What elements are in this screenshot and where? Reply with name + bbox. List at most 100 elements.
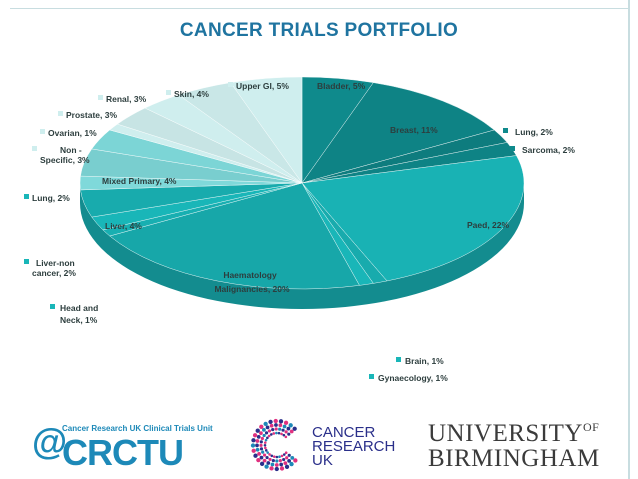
logo-strip: @ Cancer Research UK Clinical Trials Uni… xyxy=(0,408,638,479)
slice-label-haem-2: Malignancies, 20% xyxy=(214,284,290,294)
cruk-dot xyxy=(269,466,274,471)
cruk-dot xyxy=(287,432,291,436)
cruk-dot xyxy=(256,435,261,439)
cruk-dot xyxy=(259,447,264,451)
cruk-dot xyxy=(278,455,281,459)
cruk-dot xyxy=(292,426,297,431)
slice-label-paed: Paed, 22% xyxy=(467,220,509,230)
cruk-dot xyxy=(262,458,267,463)
legend-bullet xyxy=(396,357,401,362)
cruk-dot xyxy=(278,419,284,424)
cruk-dot xyxy=(256,457,261,463)
cruk-dot xyxy=(290,456,295,460)
cruk-dot xyxy=(264,446,267,450)
cruk-dot xyxy=(275,459,279,463)
cruk-dot xyxy=(259,424,264,429)
cruk-dot xyxy=(280,432,283,436)
cruk-dot xyxy=(269,423,274,428)
cruk-dot xyxy=(270,462,275,467)
cruk-dot xyxy=(274,427,278,431)
cruk-dot xyxy=(274,466,279,472)
legend-bullet xyxy=(308,82,313,87)
cruk-dot xyxy=(270,454,274,458)
cruk-dot xyxy=(277,431,281,435)
cruk-dot xyxy=(281,428,285,432)
cruk-dot xyxy=(264,449,268,452)
cruk-dot xyxy=(259,443,263,447)
cruk-dot xyxy=(265,425,270,430)
uob-logo: UNIVERSITYOF BIRMINGHAM xyxy=(428,420,608,472)
slice-label-liver-non-1: Liver-non xyxy=(36,258,75,268)
cruk-dot xyxy=(263,443,267,447)
cruk-dot xyxy=(283,420,289,425)
legend-bullet xyxy=(98,95,103,100)
cruk-dot xyxy=(268,419,273,425)
cruk-dot xyxy=(266,451,269,454)
legend-bullet xyxy=(228,82,233,87)
cruk-line-1: CANCER xyxy=(312,424,376,441)
cruk-dot xyxy=(282,433,286,437)
cruk-dot xyxy=(287,459,291,463)
pie-labels: Bladder, 5% Upper GI, 5% Skin, 4% Renal,… xyxy=(24,81,575,383)
slice-label-haem-1: Haematology xyxy=(223,270,277,280)
cruk-dot xyxy=(261,450,265,454)
legend-bullet xyxy=(503,128,508,133)
slice-label-prostate: Prostate, 3% xyxy=(66,110,117,120)
pie-slice xyxy=(301,82,495,184)
uob-of: OF xyxy=(583,420,600,434)
cruk-dot xyxy=(286,426,291,431)
cruk-dot xyxy=(255,428,260,433)
cruk-dot xyxy=(274,463,279,467)
cruk-dot xyxy=(255,447,260,452)
cruk-dot xyxy=(280,454,284,458)
cruk-dot xyxy=(274,423,278,427)
cruk-dot xyxy=(260,436,264,441)
uob-line-1: UNIVERSITYOF xyxy=(428,420,599,448)
cruk-dot xyxy=(284,464,290,469)
slice-label-renal: Renal, 3% xyxy=(106,94,147,104)
cruk-dot xyxy=(259,431,263,435)
cruk-dot xyxy=(250,443,256,448)
cruk-dot xyxy=(288,423,293,428)
slice-label-skin: Skin, 4% xyxy=(174,89,209,99)
cruk-dot xyxy=(255,443,259,448)
slice-label-breast: Breast, 11% xyxy=(390,125,438,135)
slice-label-upper-gi: Upper GI, 5% xyxy=(236,81,289,91)
slice-label-liver-non-2: cancer, 2% xyxy=(32,268,76,278)
cruk-dot xyxy=(267,434,271,438)
crctu-wordmark: CRCTU xyxy=(62,432,184,473)
pie-slices xyxy=(79,76,525,290)
cruk-dot xyxy=(283,461,288,466)
cruk-logo: CANCER RESEARCH UK xyxy=(246,416,396,474)
cruk-wordmark: CANCER RESEARCH UK xyxy=(312,424,395,468)
crctu-at-symbol: @ xyxy=(32,421,68,462)
cruk-dot xyxy=(262,427,266,432)
cruk-dot xyxy=(278,423,283,428)
cruk-dot xyxy=(272,432,276,435)
cruk-dot xyxy=(289,429,294,434)
cruk-dots-icon xyxy=(250,418,298,472)
cruk-dot xyxy=(266,436,269,440)
cruk-dot xyxy=(279,462,284,467)
cruk-dot xyxy=(282,424,287,429)
cruk-dot xyxy=(257,452,261,456)
slice-label-non-specific-1: Non - xyxy=(60,145,82,155)
slide-frame-right xyxy=(628,0,630,479)
legend-bullet xyxy=(50,304,55,309)
cruk-dot xyxy=(264,438,268,442)
cruk-dot xyxy=(268,457,272,461)
slice-label-non-specific-2: Specific, 3% xyxy=(40,155,90,165)
legend-bullet xyxy=(32,146,37,151)
cruk-dot xyxy=(266,461,271,465)
cruk-dot xyxy=(259,440,263,444)
crctu-subtitle: Cancer Research UK Clinical Trials Unit xyxy=(62,424,213,433)
cruk-dot xyxy=(265,455,269,460)
slice-label-sarcoma: Sarcoma, 2% xyxy=(522,145,575,155)
cruk-dot xyxy=(272,455,276,458)
cruk-dot xyxy=(279,466,285,471)
slice-label-ovarian: Ovarian, 1% xyxy=(48,128,97,138)
cruk-dot xyxy=(284,435,288,439)
chart-title: CANCER TRIALS PORTFOLIO xyxy=(179,20,459,41)
cruk-dot xyxy=(262,433,266,438)
cruk-dot xyxy=(271,458,275,463)
